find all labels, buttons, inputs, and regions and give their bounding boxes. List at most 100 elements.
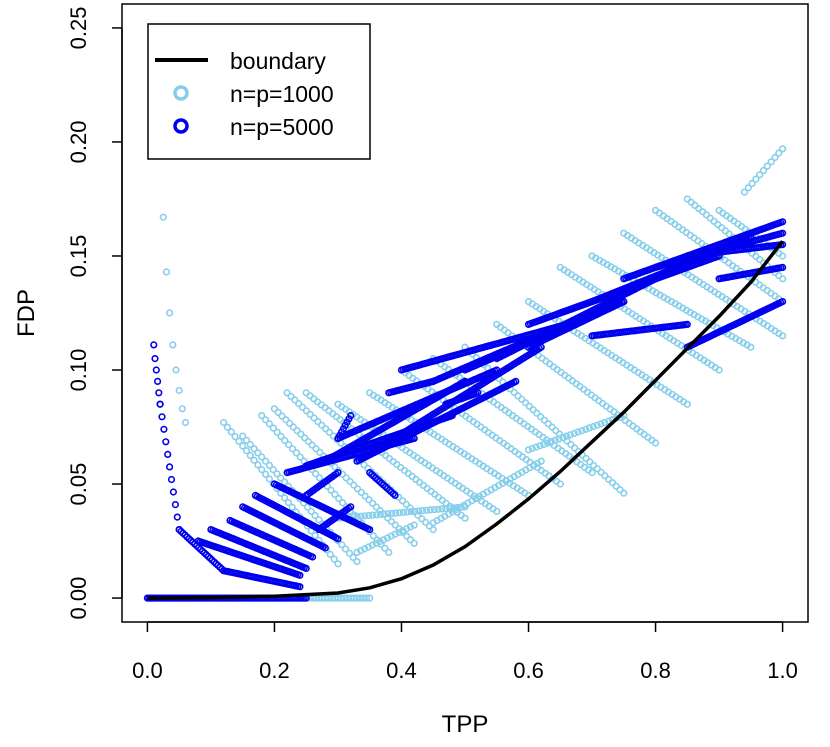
point-0-72 bbox=[340, 594, 348, 602]
point-0-510 bbox=[616, 486, 624, 494]
point-1-0 bbox=[150, 341, 158, 349]
point-0-244 bbox=[395, 493, 403, 501]
point-0-222 bbox=[310, 414, 318, 422]
point-1-94 bbox=[164, 450, 172, 459]
point-0-901 bbox=[547, 438, 556, 446]
point-0-92 bbox=[262, 470, 270, 478]
y-tick-label-3: 0.15 bbox=[66, 235, 91, 278]
point-0-253 bbox=[429, 525, 437, 534]
point-1-402 bbox=[334, 535, 342, 543]
point-0-509 bbox=[612, 482, 620, 490]
point-0-81 bbox=[220, 418, 228, 427]
point-0-6 bbox=[172, 366, 180, 374]
point-0-833 bbox=[399, 508, 408, 517]
point-0-87 bbox=[242, 447, 251, 455]
point-0-193 bbox=[331, 463, 339, 471]
point-0-116 bbox=[254, 449, 262, 457]
point-0-829 bbox=[384, 510, 392, 518]
point-1-1935 bbox=[778, 263, 787, 272]
point-0-850 bbox=[353, 548, 361, 557]
point-0-895 bbox=[524, 446, 533, 454]
point-0-189 bbox=[316, 448, 324, 457]
point-0-161 bbox=[327, 486, 335, 494]
legend: boundary n=p=1000 n=p=5000 bbox=[147, 23, 371, 160]
point-0-153 bbox=[296, 453, 304, 461]
point-0-99 bbox=[288, 503, 296, 511]
y-tick-label-0: 0.00 bbox=[66, 577, 91, 620]
point-0-834 bbox=[403, 508, 411, 516]
point-0-82 bbox=[223, 423, 231, 431]
y-axis: 0.00 0.05 0.10 0.15 0.20 0.25 bbox=[66, 7, 123, 620]
point-0-111 bbox=[334, 560, 342, 568]
point-0-145 bbox=[265, 420, 274, 428]
point-0-844 bbox=[442, 505, 450, 513]
point-0-91 bbox=[258, 466, 266, 474]
point-1-4 bbox=[155, 389, 163, 397]
point-0-863 bbox=[403, 525, 411, 533]
point-0-109 bbox=[326, 550, 334, 559]
point-0-843 bbox=[438, 505, 446, 513]
point-0-825 bbox=[369, 511, 377, 519]
point-0-113 bbox=[242, 436, 251, 444]
point-1-1629 bbox=[778, 218, 787, 226]
point-0-842 bbox=[434, 505, 442, 513]
point-0-497 bbox=[567, 440, 575, 449]
point-0-915 bbox=[601, 418, 609, 427]
point-0-84 bbox=[231, 433, 239, 441]
point-0-179 bbox=[278, 412, 286, 420]
point-0-223 bbox=[314, 418, 322, 426]
point-0-181 bbox=[286, 419, 294, 427]
point-1-1 bbox=[151, 355, 159, 363]
x-tick-label-2: 0.4 bbox=[386, 658, 417, 683]
point-0-425 bbox=[556, 480, 564, 488]
point-0-4 bbox=[166, 309, 174, 317]
point-0-219 bbox=[298, 403, 307, 411]
point-0-187 bbox=[308, 441, 316, 449]
point-0-836 bbox=[411, 507, 419, 515]
point-0-88 bbox=[246, 451, 254, 460]
point-0-83 bbox=[227, 428, 235, 436]
point-0-209 bbox=[391, 521, 399, 529]
point-0-726 bbox=[778, 332, 787, 340]
point-0-864 bbox=[406, 523, 415, 531]
point-1-2 bbox=[152, 366, 160, 374]
point-0-486 bbox=[525, 402, 533, 410]
point-0-115 bbox=[250, 445, 258, 453]
point-0-835 bbox=[407, 508, 415, 516]
point-1-270 bbox=[302, 564, 310, 573]
point-0-90 bbox=[254, 461, 262, 469]
point-0-5 bbox=[169, 341, 177, 349]
point-0-75 bbox=[350, 594, 358, 602]
point-0-911 bbox=[585, 424, 594, 432]
point-0-186 bbox=[304, 437, 313, 446]
point-1-93 bbox=[162, 438, 170, 446]
point-0-840 bbox=[426, 506, 435, 514]
point-0-489 bbox=[536, 413, 545, 421]
data-layer bbox=[143, 24, 787, 602]
point-0-205 bbox=[376, 507, 384, 515]
point-0-185 bbox=[301, 434, 309, 442]
boundary-line bbox=[147, 240, 784, 600]
point-0-831 bbox=[392, 509, 400, 517]
x-tick-label-5: 1.0 bbox=[767, 658, 798, 683]
legend-n5000-label: n=p=5000 bbox=[230, 114, 334, 140]
point-0-118 bbox=[262, 457, 270, 465]
point-0-148 bbox=[277, 432, 285, 441]
point-0-85 bbox=[235, 437, 243, 445]
point-0-597 bbox=[683, 400, 691, 408]
point-1-358 bbox=[321, 544, 329, 552]
y-tick-label-4: 0.20 bbox=[66, 121, 91, 164]
point-0-805 bbox=[740, 188, 749, 196]
point-0-143 bbox=[258, 412, 266, 420]
point-0-838 bbox=[419, 507, 427, 515]
point-0-8 bbox=[178, 405, 186, 413]
point-0-139 bbox=[342, 545, 350, 553]
y-axis-title: FDP bbox=[13, 289, 40, 337]
point-0-897 bbox=[532, 443, 540, 451]
point-0-220 bbox=[302, 407, 311, 415]
point-0-914 bbox=[597, 420, 605, 428]
point-0-498 bbox=[570, 444, 579, 452]
point-0-132 bbox=[315, 516, 323, 524]
point-0-184 bbox=[297, 430, 305, 438]
